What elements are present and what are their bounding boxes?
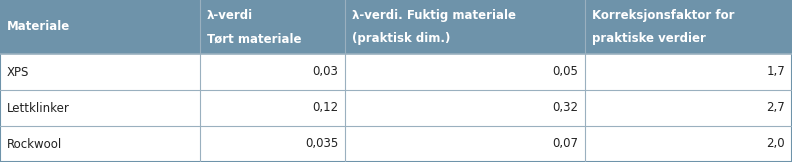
Bar: [345, 90, 585, 126]
Text: Rockwool: Rockwool: [7, 138, 63, 150]
Bar: [585, 54, 792, 90]
Text: XPS: XPS: [7, 65, 29, 79]
Bar: [0, 126, 200, 162]
Text: (praktisk dim.): (praktisk dim.): [352, 32, 451, 45]
Text: 2,0: 2,0: [767, 138, 785, 150]
Bar: [345, 54, 585, 90]
Text: praktiske verdier: praktiske verdier: [592, 32, 706, 45]
Bar: [0, 0, 200, 54]
Text: λ-verdi. Fuktig materiale: λ-verdi. Fuktig materiale: [352, 9, 516, 22]
Bar: [345, 0, 585, 54]
Text: Tørt materiale: Tørt materiale: [207, 32, 302, 45]
Text: Lettklinker: Lettklinker: [7, 102, 70, 115]
Text: 0,05: 0,05: [552, 65, 578, 79]
Text: 0,03: 0,03: [312, 65, 338, 79]
Text: 0,07: 0,07: [552, 138, 578, 150]
Text: 0,32: 0,32: [552, 102, 578, 115]
Text: 0,12: 0,12: [312, 102, 338, 115]
Bar: [200, 126, 345, 162]
Bar: [585, 126, 792, 162]
Bar: [200, 0, 345, 54]
Text: λ-verdi: λ-verdi: [207, 9, 253, 22]
Bar: [0, 90, 200, 126]
Text: Korreksjonsfaktor for: Korreksjonsfaktor for: [592, 9, 734, 22]
Bar: [200, 54, 345, 90]
Bar: [0, 54, 200, 90]
Bar: [585, 90, 792, 126]
Bar: [345, 126, 585, 162]
Text: 0,035: 0,035: [305, 138, 338, 150]
Text: Materiale: Materiale: [7, 21, 70, 34]
Bar: [200, 90, 345, 126]
Text: 2,7: 2,7: [766, 102, 785, 115]
Bar: [585, 0, 792, 54]
Text: 1,7: 1,7: [766, 65, 785, 79]
